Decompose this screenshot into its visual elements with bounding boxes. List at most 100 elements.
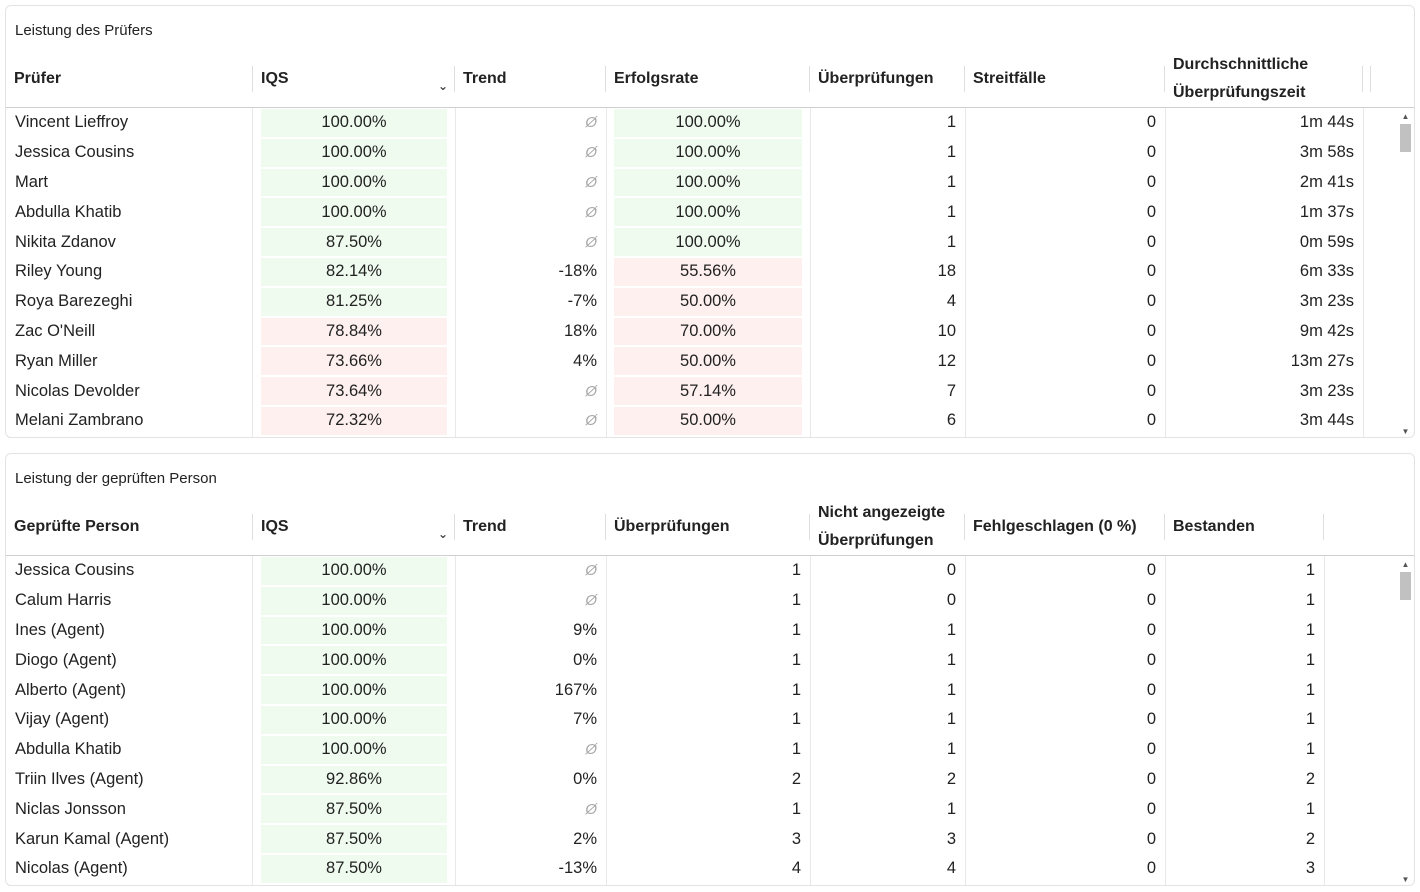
passed-cell-value: 1 [1305,799,1315,818]
scroll-up-arrow-icon[interactable]: ▲ [1401,560,1410,569]
iqs-cell: 100.00% [253,645,455,675]
table-row[interactable]: Melani Zambrano 72.32% Ø 50.00% 6 0 3m 44s [6,406,1399,436]
iqs-cell-value: 87.50% [326,799,382,818]
column-header-success-rate[interactable]: Erfolgsrate [606,50,810,108]
iqs-cell-value: 100.00% [321,143,387,162]
table-row[interactable]: Calum Harris 100.00% Ø 1 0 0 1 [6,586,1399,616]
status-highlight [261,377,447,405]
status-highlight [261,705,447,734]
table-row[interactable]: Jessica Cousins 100.00% Ø 1 0 0 1 [6,556,1399,586]
failed-cell: 0 [965,586,1165,616]
passed-cell-value: 1 [1305,650,1315,669]
hidden-reviews-cell-value: 1 [946,740,956,759]
table-row[interactable]: Riley Young 82.14% -18% 55.56% 18 0 6m 33s [6,257,1399,287]
scroll-down-arrow-icon[interactable]: ▼ [1401,875,1410,884]
column-header-trend[interactable]: Trend [455,498,606,556]
column-header-iqs[interactable]: IQS ⌄ [253,50,455,108]
table-row[interactable]: Abdulla Khatib 100.00% Ø 100.00% 1 0 1m 37s [6,197,1399,227]
passed-cell: 1 [1165,645,1324,675]
reviewee-name-cell-value: Nicolas (Agent) [15,859,128,878]
table-row[interactable]: Vijay (Agent) 100.00% 7% 1 1 0 1 [6,705,1399,735]
failed-cell-value: 0 [1146,620,1156,639]
table-row[interactable]: Zac O'Neill 78.84% 18% 70.00% 10 0 9m 42s [6,317,1399,347]
column-header-reviewer[interactable]: Prüfer [6,50,253,108]
iqs-cell: 73.64% [253,376,455,406]
table-row[interactable]: Jessica Cousins 100.00% Ø 100.00% 1 0 3m 58s [6,138,1399,168]
reviewer-name-cell-value: Mart [15,172,48,191]
reviewer-name-cell: Mart [6,168,252,198]
table-row[interactable]: Nicolas (Agent) 87.50% -13% 4 4 0 3 [6,854,1399,884]
column-header-hidden-reviews[interactable]: Nicht angezeigte Überprüfungen [810,498,965,556]
passed-cell-value: 1 [1305,620,1315,639]
passed-cell: 1 [1165,556,1324,586]
passed-cell-value: 2 [1305,769,1315,788]
status-highlight [261,825,447,853]
chevron-down-icon[interactable]: ⌄ [437,79,448,93]
scroll-up-arrow-icon[interactable]: ▲ [1401,112,1410,121]
disputes-cell-value: 0 [1146,232,1156,251]
column-header-passed[interactable]: Bestanden [1165,498,1324,556]
iqs-cell-value: 100.00% [321,710,387,729]
column-header-trend[interactable]: Trend [455,50,606,108]
disputes-cell-value: 0 [1146,143,1156,162]
table-row[interactable]: Mart 100.00% Ø 100.00% 1 0 2m 41s [6,168,1399,198]
iqs-cell-value: 100.00% [321,620,387,639]
trend-cell: Ø [455,197,606,227]
scroll-down-arrow-icon[interactable]: ▼ [1401,427,1410,436]
reviewee-name-cell-value: Abdulla Khatib [15,740,122,759]
table-row[interactable]: Triin Ilves (Agent) 92.86% 0% 2 2 0 2 [6,765,1399,795]
reviews-cell-value: 7 [946,381,956,400]
reviewee-name-cell-value: Vijay (Agent) [15,710,110,729]
trend-cell-value: Ø [585,144,597,162]
scrollbar-thumb[interactable] [1400,572,1411,600]
reviews-cell-value: 12 [937,351,956,370]
reviewee-table-header: Geprüfte Person IQS ⌄ Trend Überprüfunge… [6,498,1414,556]
table-row[interactable]: Ryan Miller 73.66% 4% 50.00% 12 0 13m 27s [6,346,1399,376]
reviewee-name-cell-value: Niclas Jonsson [15,799,126,818]
table-row[interactable]: Nikita Zdanov 87.50% Ø 100.00% 1 0 0m 59s [6,227,1399,257]
status-highlight [261,109,447,137]
table-row[interactable]: Vincent Lieffroy 100.00% Ø 100.00% 1 0 1m 44s [6,108,1399,138]
reviewee-table-scrollbar[interactable]: ▲ ▼ [1397,556,1414,885]
reviewer-performance-card: Leistung des Prüfers Prüfer IQS ⌄ Trend … [5,5,1415,438]
column-header-reviewee[interactable]: Geprüfte Person [6,498,253,556]
column-header-failed[interactable]: Fehlgeschlagen (0 %) [965,498,1165,556]
avg-review-time-cell-value: 6m 33s [1299,262,1354,281]
trend-cell: Ø [455,794,606,824]
table-row[interactable]: Alberto (Agent) 100.00% 167% 1 1 0 1 [6,675,1399,705]
column-header-reviews[interactable]: Überprüfungen [606,498,810,556]
table-row[interactable]: Nicolas Devolder 73.64% Ø 57.14% 7 0 3m 23s [6,376,1399,406]
reviewer-performance-title: Leistung des Prüfers [15,22,153,39]
failed-cell: 0 [965,705,1165,735]
status-highlight [614,109,802,137]
reviewer-name-cell: Zac O'Neill [6,317,252,347]
reviews-cell-value: 1 [791,561,801,580]
reviews-cell: 1 [606,675,810,705]
reviews-cell-value: 18 [937,262,956,281]
table-row[interactable]: Karun Kamal (Agent) 87.50% 2% 3 3 0 2 [6,824,1399,854]
hidden-reviews-cell: 1 [810,675,965,705]
chevron-down-icon[interactable]: ⌄ [437,527,448,541]
table-row[interactable]: Roya Barezeghi 81.25% -7% 50.00% 4 0 3m 23s [6,287,1399,317]
table-row[interactable]: Niclas Jonsson 87.50% Ø 1 1 0 1 [6,794,1399,824]
hidden-reviews-cell-value: 1 [946,799,956,818]
reviewer-name-cell-value: Ryan Miller [15,351,98,370]
failed-cell: 0 [965,824,1165,854]
column-header-reviews[interactable]: Überprüfungen [810,50,965,108]
reviewer-name-cell-value: Jessica Cousins [15,143,135,162]
success-rate-cell-value: 100.00% [675,143,741,162]
table-row[interactable]: Abdulla Khatib 100.00% Ø 1 1 0 1 [6,735,1399,765]
column-header-avg-review-time[interactable]: Durchschnittliche Überprüfungszeit [1165,50,1363,108]
column-header-disputes[interactable]: Streitfälle [965,50,1165,108]
reviewer-table-scrollbar[interactable]: ▲ ▼ [1397,108,1414,437]
iqs-cell-value: 92.86% [326,769,382,788]
column-header-iqs[interactable]: IQS ⌄ [253,498,455,556]
disputes-cell-value: 0 [1146,321,1156,340]
trend-cell-value: -18% [558,262,597,281]
reviewee-name-cell: Vijay (Agent) [6,705,252,735]
failed-cell-value: 0 [1146,740,1156,759]
table-row[interactable]: Ines (Agent) 100.00% 9% 1 1 0 1 [6,616,1399,646]
scrollbar-thumb[interactable] [1400,124,1411,152]
trend-cell-value: Ø [585,173,597,191]
table-row[interactable]: Diogo (Agent) 100.00% 0% 1 1 0 1 [6,645,1399,675]
